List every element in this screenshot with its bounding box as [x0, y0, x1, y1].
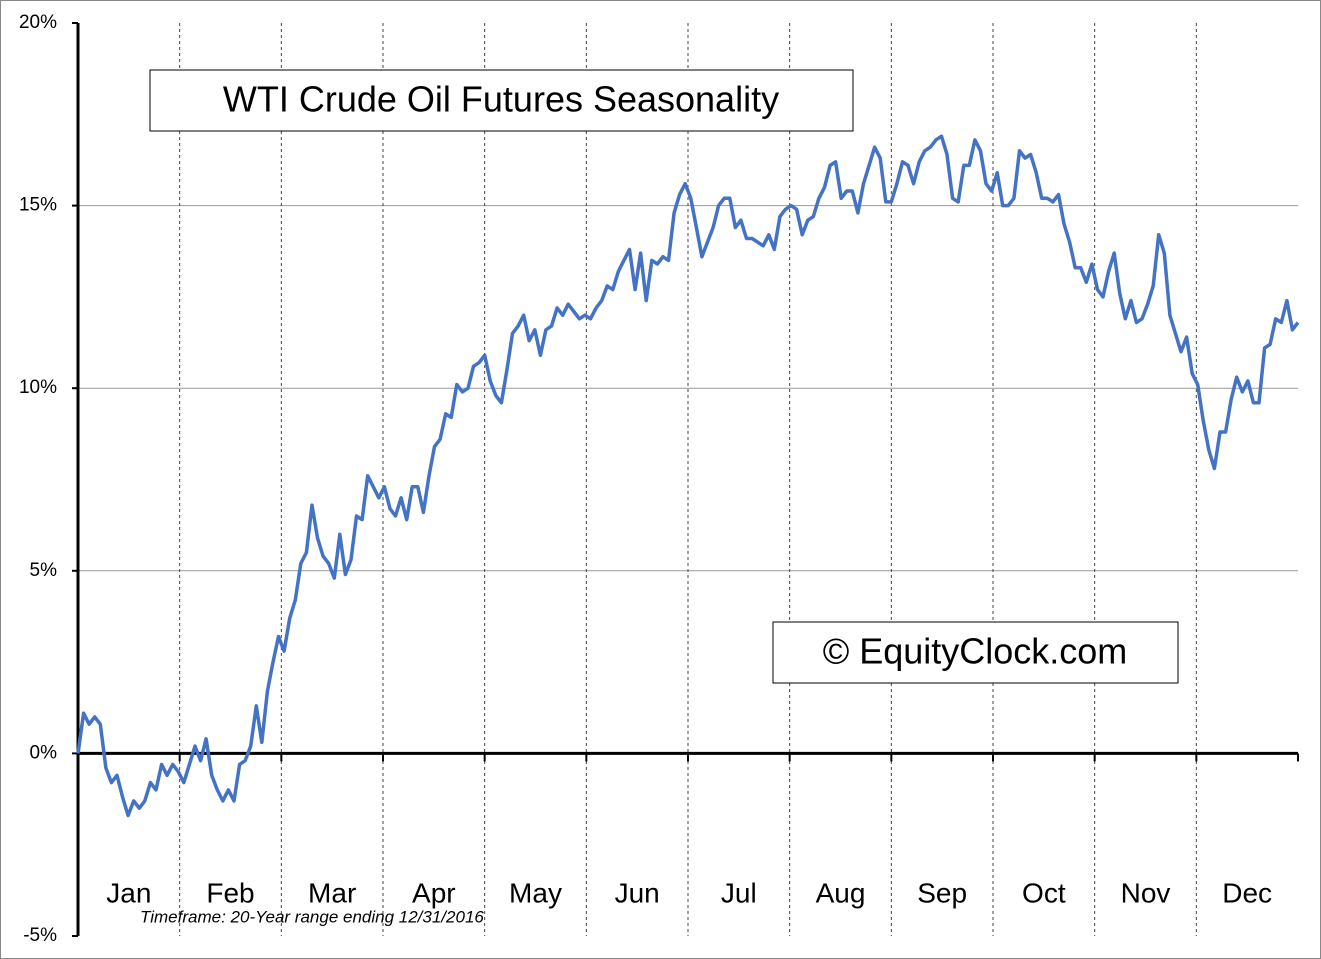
x-tick-label: Feb — [206, 877, 254, 908]
x-tick-label: Jun — [615, 877, 660, 908]
x-tick-label: Dec — [1222, 877, 1272, 908]
y-tick-label: 5% — [30, 560, 58, 581]
x-tick-label: Jul — [721, 877, 757, 908]
watermark-box — [772, 621, 1179, 684]
y-tick-label: 15% — [19, 195, 57, 216]
y-tick-label: -5% — [23, 925, 57, 946]
grid — [72, 22, 1299, 937]
x-tick-label: Aug — [816, 877, 866, 908]
watermark: © EquityClock.com — [823, 631, 1128, 672]
series-line — [76, 134, 1300, 818]
y-tick-label: 10% — [19, 377, 57, 398]
title-box — [149, 69, 854, 132]
x-tick-label: Nov — [1121, 877, 1171, 908]
footnote: Timeframe: 20-Year range ending 12/31/20… — [140, 907, 484, 926]
x-tick-label: Oct — [1022, 877, 1066, 908]
y-tick-label: 20% — [19, 12, 57, 33]
x-tick-label: May — [509, 877, 562, 908]
x-tick-label: Jan — [106, 877, 151, 908]
chart-title: WTI Crude Oil Futures Seasonality — [223, 79, 779, 120]
y-tick-label: 0% — [30, 742, 58, 763]
marks — [76, 134, 1300, 818]
x-tick-label: Apr — [412, 877, 456, 908]
x-tick-label: Mar — [308, 877, 356, 908]
x-tick-label: Sep — [917, 877, 967, 908]
